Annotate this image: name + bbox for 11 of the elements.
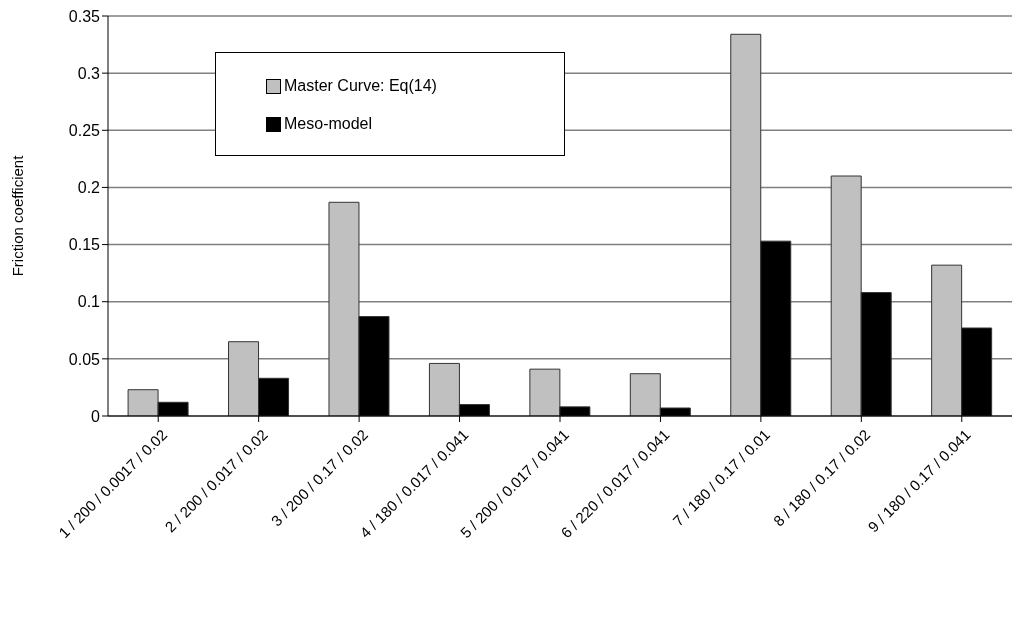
legend-label: Meso-model [284,115,373,133]
y-axis-title: Friction coefficient [9,154,27,277]
y-tick-label: 0 [91,407,101,425]
y-tick-label: 0.1 [77,293,101,311]
y-tick-label: 0.15 [68,236,101,254]
y-tick-label: 0.3 [77,64,101,82]
y-tick-label: 0.35 [68,7,101,25]
y-tick-label: 0.2 [77,179,101,197]
legend-label: Master Curve: Eq(14) [284,77,437,95]
y-tick-label: 0.05 [68,350,101,368]
y-tick-label: 0.25 [68,121,101,139]
